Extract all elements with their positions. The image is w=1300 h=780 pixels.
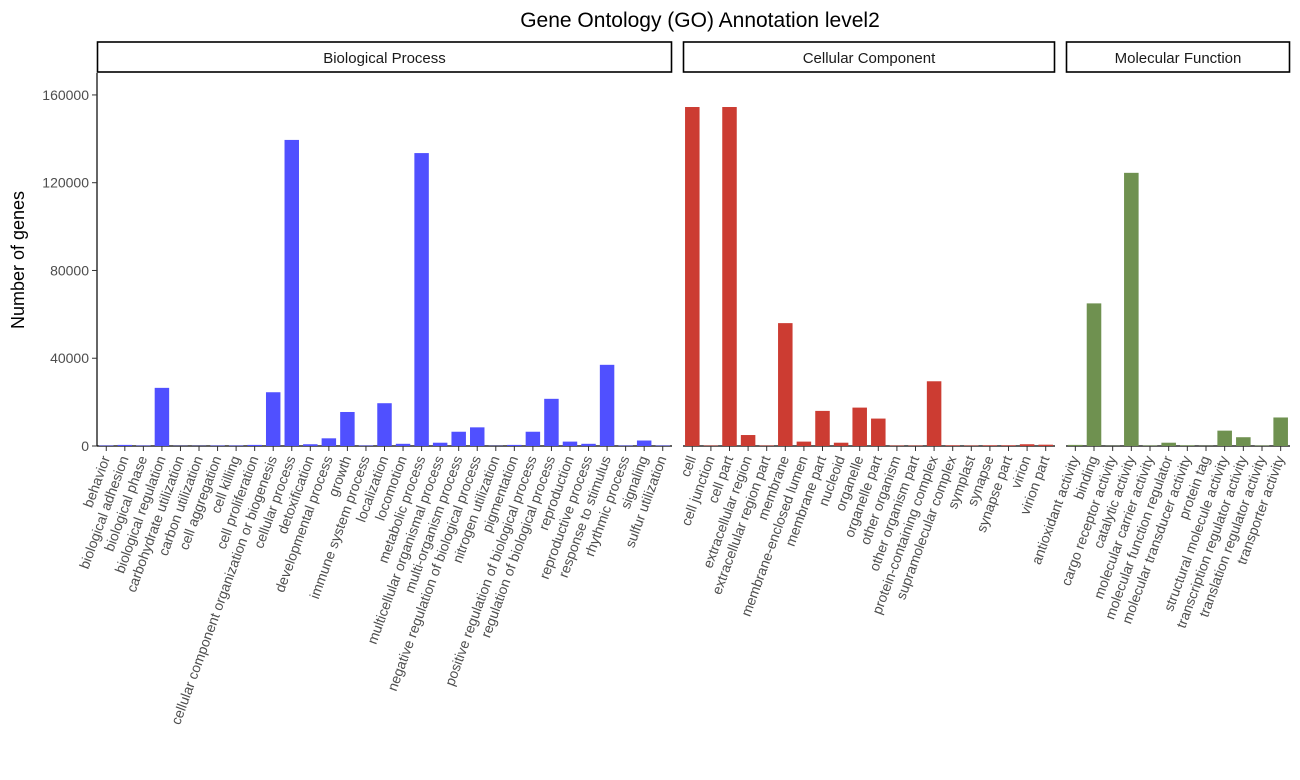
y-axis-label: Number of genes [8, 191, 28, 329]
bar [265, 392, 281, 446]
bar [1236, 437, 1251, 446]
bar [636, 440, 652, 446]
bar [525, 431, 541, 446]
bar [284, 139, 299, 446]
bar [685, 107, 700, 447]
y-axis: 0 40000 80000 120000 160000 [42, 73, 98, 454]
y-tick-label: 0 [81, 438, 89, 454]
bar [1180, 445, 1195, 446]
bar [303, 444, 318, 446]
bar [117, 444, 133, 446]
bar [815, 410, 830, 446]
bar [599, 364, 615, 446]
bar [1086, 303, 1102, 446]
y-tick-label: 80000 [50, 262, 89, 278]
bar [982, 445, 998, 446]
bar [562, 441, 578, 446]
bar [432, 442, 448, 446]
bar [1038, 444, 1053, 446]
bar [740, 435, 756, 446]
bar [414, 153, 429, 446]
bar [945, 445, 960, 446]
bar [154, 387, 170, 446]
y-tick-label: 120000 [42, 175, 89, 191]
bar [871, 418, 886, 446]
x-tick-label: cell [677, 454, 699, 479]
bar [340, 411, 355, 446]
bar [544, 398, 559, 446]
bar [395, 443, 411, 446]
bar [377, 403, 392, 446]
bar [1273, 417, 1288, 446]
facet-strip [96, 41, 673, 73]
bar [581, 443, 596, 446]
bar [833, 442, 849, 446]
bar [1001, 445, 1016, 446]
bar [1161, 442, 1176, 446]
bar [778, 323, 793, 446]
facet-strip-label: Molecular Function [1115, 50, 1242, 67]
bar [451, 431, 466, 446]
bar [1068, 444, 1083, 446]
bar [1124, 172, 1139, 447]
bar [1217, 430, 1232, 446]
facet-strip-label: Cellular Component [803, 50, 936, 67]
bar [1019, 444, 1035, 446]
facet-strip [682, 41, 1056, 73]
bar [470, 427, 485, 446]
bar [321, 438, 337, 446]
facet-strip-label: Biological Process [323, 50, 446, 67]
bar [247, 444, 262, 446]
bar [852, 407, 867, 446]
y-tick-label: 160000 [42, 87, 89, 103]
bar [796, 441, 812, 446]
facet-strip [1065, 41, 1291, 73]
bar [722, 107, 737, 447]
chart-title: Gene Ontology (GO) Annotation level2 [520, 9, 880, 32]
bar [926, 381, 942, 446]
y-tick-label: 40000 [50, 350, 89, 366]
bar [507, 444, 522, 446]
